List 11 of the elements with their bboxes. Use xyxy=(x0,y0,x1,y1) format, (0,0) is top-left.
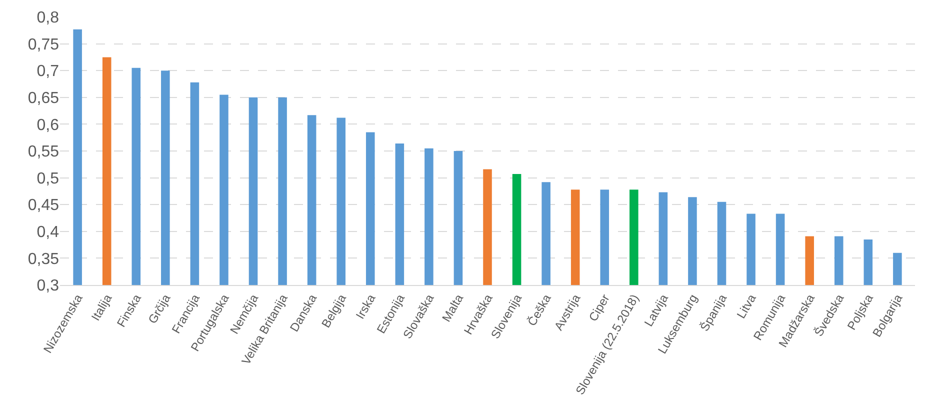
y-tick-label: 0,4 xyxy=(36,224,60,241)
y-tick-label: 0,65 xyxy=(28,90,60,107)
y-tick-label: 0,8 xyxy=(36,10,60,27)
y-tick-label: 0,7 xyxy=(36,63,60,80)
y-tick-label: 0,45 xyxy=(28,197,60,214)
y-tick-label: 0,75 xyxy=(28,36,60,54)
y-tick-label: 0,35 xyxy=(28,250,60,268)
y-tick-label: 0,55 xyxy=(28,144,60,161)
y-tick-label: 0,5 xyxy=(36,170,60,188)
y-tick-label: 0,6 xyxy=(36,116,60,134)
y-tick-label: 0,3 xyxy=(36,278,60,295)
